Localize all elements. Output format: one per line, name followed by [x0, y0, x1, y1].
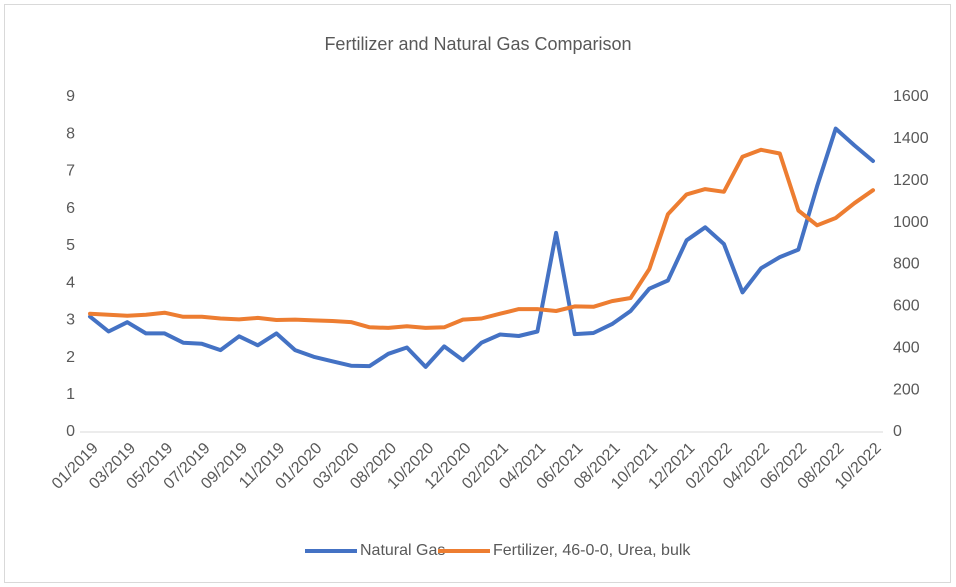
y2-tick-label: 1400	[893, 130, 929, 147]
y-tick-label: 1	[66, 386, 75, 403]
series-line	[88, 126, 875, 369]
y-tick-label: 3	[66, 312, 75, 329]
y2-tick-label: 400	[893, 339, 920, 356]
chart-border	[4, 4, 951, 583]
y2-tick-label: 1600	[893, 88, 929, 105]
y-tick-label: 8	[66, 125, 75, 142]
chart-title: Fertilizer and Natural Gas Comparison	[324, 34, 631, 54]
y2-tick-label: 1000	[893, 214, 929, 231]
legend-label: Natural Gas	[360, 542, 445, 559]
y-tick-label: 4	[66, 274, 75, 291]
y2-tick-label: 600	[893, 298, 920, 315]
y2-tick-label: 800	[893, 256, 920, 273]
y-tick-label: 2	[66, 349, 75, 366]
y-tick-label: 7	[66, 163, 75, 180]
y-tick-label: 9	[66, 88, 75, 105]
y-tick-label: 5	[66, 237, 75, 254]
y2-tick-label: 0	[893, 423, 902, 440]
y-tick-label: 0	[66, 423, 75, 440]
series-line	[88, 147, 875, 330]
y-tick-label: 6	[66, 200, 75, 217]
y2-tick-label: 200	[893, 381, 920, 398]
legend-label: Fertilizer, 46-0-0, Urea, bulk	[493, 542, 691, 559]
y2-tick-label: 1200	[893, 172, 929, 189]
